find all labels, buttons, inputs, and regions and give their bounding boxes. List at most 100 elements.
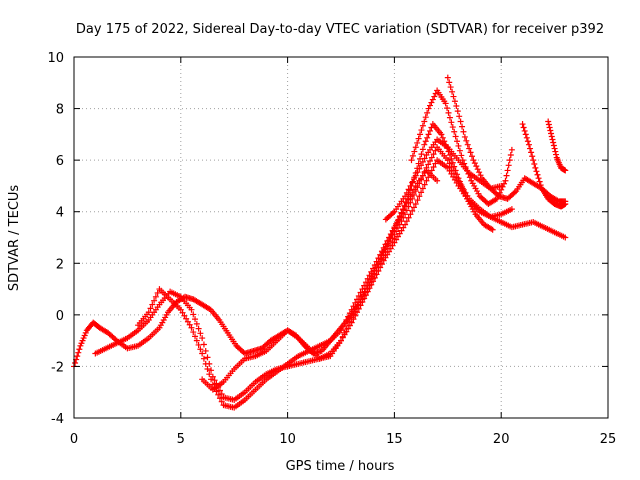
data-point xyxy=(545,121,552,128)
data-point xyxy=(393,220,400,227)
data-point xyxy=(421,181,428,188)
data-point xyxy=(409,179,416,186)
data-point xyxy=(548,133,555,140)
x-tick-label: 5 xyxy=(177,432,185,447)
data-point xyxy=(387,238,394,245)
data-point xyxy=(412,172,419,179)
data-point xyxy=(354,305,361,312)
data-point xyxy=(402,193,409,200)
data-point xyxy=(391,231,398,238)
data-point xyxy=(528,149,535,156)
data-point xyxy=(373,268,380,275)
data-point xyxy=(446,79,453,86)
data-point xyxy=(382,241,389,248)
data-point xyxy=(416,180,423,187)
data-point xyxy=(405,186,412,193)
data-point xyxy=(200,341,207,348)
data-point xyxy=(444,74,451,81)
x-tick-label: 25 xyxy=(600,432,617,447)
data-point xyxy=(402,211,409,218)
data-point xyxy=(546,124,553,131)
data-point xyxy=(425,161,432,168)
data-point xyxy=(529,153,536,160)
data-point xyxy=(458,152,465,159)
data-point xyxy=(186,321,193,328)
data-point xyxy=(355,302,362,309)
data-point xyxy=(506,157,513,164)
data-point xyxy=(177,306,184,313)
data-point xyxy=(145,309,152,316)
data-point xyxy=(447,84,454,91)
data-point xyxy=(425,174,432,181)
data-point xyxy=(409,195,416,202)
data-point xyxy=(410,191,417,198)
data-point xyxy=(216,387,223,394)
data-point xyxy=(535,175,542,182)
data-point xyxy=(534,171,541,178)
data-point xyxy=(416,193,423,200)
data-point xyxy=(419,158,426,165)
data-point xyxy=(368,279,375,286)
data-point xyxy=(355,292,362,299)
data-point xyxy=(208,367,215,374)
data-point xyxy=(501,180,508,187)
data-point xyxy=(339,323,346,330)
data-point xyxy=(418,151,425,158)
data-point xyxy=(427,158,433,165)
data-point xyxy=(216,395,223,402)
data-point xyxy=(562,167,569,174)
data-point xyxy=(432,147,439,154)
data-point xyxy=(455,177,462,184)
x-tick-label: 20 xyxy=(493,432,510,447)
data-point xyxy=(504,167,511,174)
data-point xyxy=(409,152,416,159)
data-point xyxy=(403,189,410,196)
series-arc-4 xyxy=(199,144,569,393)
data-point xyxy=(387,231,394,238)
data-point xyxy=(418,127,425,134)
data-point xyxy=(476,169,483,176)
data-point xyxy=(218,398,225,405)
y-tick-label: 10 xyxy=(47,51,64,66)
data-point xyxy=(460,128,467,135)
data-point xyxy=(464,167,471,174)
data-point xyxy=(416,165,423,172)
data-point xyxy=(432,90,439,97)
data-point xyxy=(442,100,449,107)
data-point xyxy=(463,137,470,144)
data-point xyxy=(373,258,380,265)
data-point xyxy=(414,184,421,191)
data-point xyxy=(380,244,387,251)
data-point xyxy=(451,128,458,135)
series-arc-2 xyxy=(92,157,515,403)
data-point xyxy=(425,131,432,138)
data-point xyxy=(396,221,403,228)
data-point xyxy=(423,164,430,171)
data-point xyxy=(532,164,539,171)
data-point xyxy=(467,149,474,156)
data-point xyxy=(421,168,428,175)
data-point xyxy=(195,341,202,348)
data-point xyxy=(422,114,429,121)
data-point xyxy=(206,371,213,378)
data-point xyxy=(450,167,457,174)
data-point xyxy=(412,188,419,195)
data-point xyxy=(202,347,209,354)
data-point xyxy=(461,160,468,167)
data-point xyxy=(398,218,405,225)
data-point xyxy=(393,236,400,243)
data-point xyxy=(188,306,195,313)
data-point xyxy=(341,329,348,336)
data-point xyxy=(371,271,378,278)
data-point xyxy=(449,159,456,166)
data-point xyxy=(464,192,471,199)
data-point xyxy=(427,102,433,109)
data-point xyxy=(378,256,385,263)
data-point xyxy=(523,134,530,141)
data-point xyxy=(548,130,555,137)
data-point xyxy=(361,292,368,299)
data-point xyxy=(421,155,428,162)
data-point xyxy=(400,224,407,231)
data-point xyxy=(422,138,429,145)
data-point xyxy=(190,329,197,336)
